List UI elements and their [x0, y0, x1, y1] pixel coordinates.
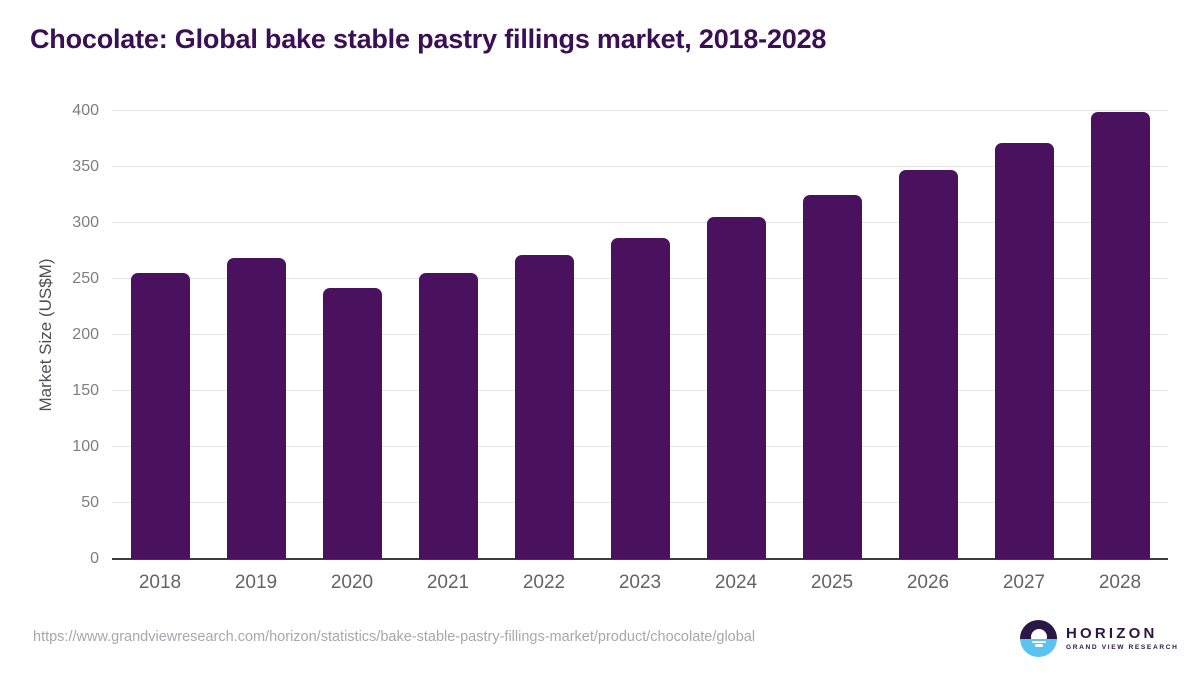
bar-2025: [802, 195, 862, 559]
x-tick-label: 2026: [906, 572, 950, 593]
x-tick-label: 2018: [138, 572, 182, 593]
logo-water: [1020, 638, 1057, 657]
logo-text: HORIZON GRAND VIEW RESEARCH: [1066, 624, 1179, 652]
bar-2026: [898, 170, 958, 559]
bar-2018: [130, 273, 190, 559]
horizon-sun-icon: [1020, 620, 1057, 657]
y-tick-label: 50: [81, 494, 99, 511]
bar-2027: [994, 143, 1054, 559]
gridline: [112, 222, 1168, 223]
y-tick-label: 200: [72, 326, 99, 343]
x-tick-label: 2021: [426, 572, 470, 593]
bar-2019: [226, 257, 286, 559]
x-tick-label: 2023: [618, 572, 662, 593]
horizon-logo: HORIZON GRAND VIEW RESEARCH: [1020, 620, 1178, 657]
source-url: https://www.grandviewresearch.com/horizo…: [33, 629, 756, 645]
chart-title: Chocolate: Global bake stable pastry fil…: [30, 24, 827, 54]
gridline: [112, 166, 1168, 167]
bar-2022: [514, 255, 574, 559]
bar-2021: [418, 273, 478, 559]
x-axis-line: [112, 558, 1168, 560]
logo-name: HORIZON: [1066, 624, 1158, 642]
x-tick-label: 2025: [810, 572, 854, 593]
x-tick-label: 2020: [330, 572, 374, 593]
y-tick-label: 100: [72, 438, 99, 455]
x-tick-label: 2027: [1002, 572, 1046, 593]
bar-2028: [1090, 112, 1150, 559]
bar-2024: [706, 217, 766, 559]
x-tick-label: 2024: [714, 572, 758, 593]
bar-2023: [610, 237, 670, 559]
x-tick-label: 2028: [1098, 572, 1142, 593]
logo-reflection-line: [1031, 640, 1046, 644]
gridline: [112, 110, 1168, 111]
y-tick-label: 150: [72, 382, 99, 399]
x-tick-label: 2019: [234, 572, 278, 593]
x-tick-label: 2022: [522, 572, 566, 593]
bar-2020: [322, 287, 382, 559]
y-tick-label: 250: [72, 270, 99, 287]
bar-chart-plot-area: 0 50 100 150 200 250 300 350 400 2018 2019 2020 2021…: [72, 102, 1168, 593]
logo-subtitle: GRAND VIEW RESEARCH: [1066, 644, 1179, 652]
y-tick-label: 350: [72, 158, 99, 175]
y-tick-label: 0: [90, 550, 99, 567]
logo-reflection-line: [1034, 644, 1043, 647]
y-tick-label: 400: [72, 102, 99, 119]
y-tick-label: 300: [72, 214, 99, 231]
